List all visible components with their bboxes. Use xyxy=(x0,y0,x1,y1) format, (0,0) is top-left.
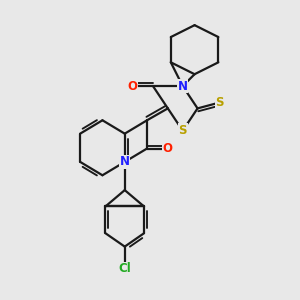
Text: N: N xyxy=(178,80,188,93)
Text: O: O xyxy=(162,142,172,155)
Text: Cl: Cl xyxy=(118,262,131,275)
Text: O: O xyxy=(127,80,137,93)
Text: N: N xyxy=(120,155,130,168)
Text: S: S xyxy=(216,96,224,109)
Text: S: S xyxy=(178,124,187,137)
